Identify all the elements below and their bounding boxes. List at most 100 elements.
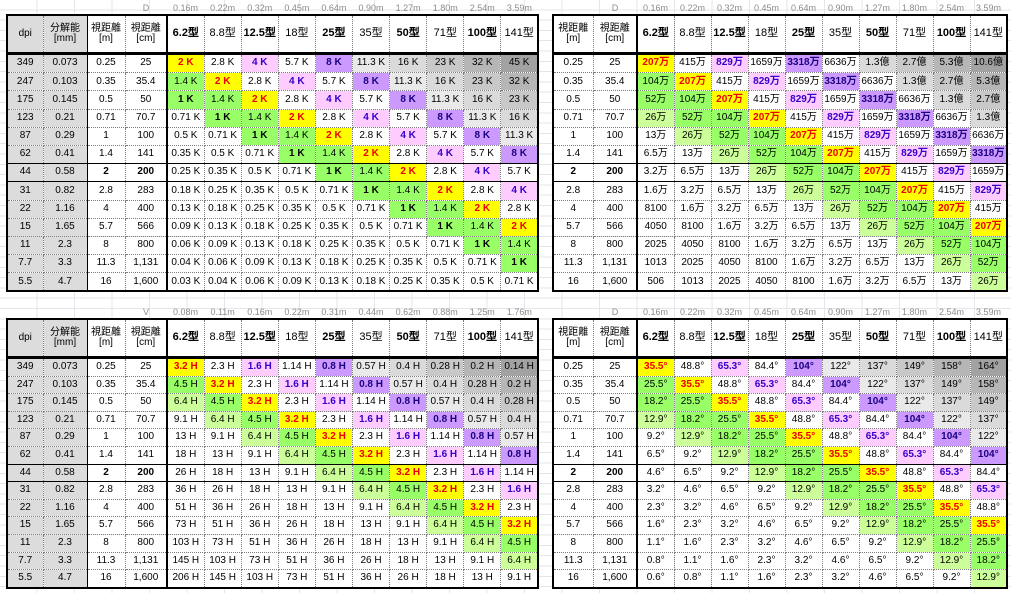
row-header-cell[interactable]: 25	[124, 357, 168, 377]
value-cell[interactable]: 13 H	[203, 445, 242, 465]
value-cell[interactable]: 35.5°	[747, 410, 786, 430]
row-header-col[interactable]: 視距離 [m]	[86, 14, 126, 55]
value-cell[interactable]: 0.57 H	[389, 375, 428, 395]
value-cell[interactable]: 145 H	[165, 551, 205, 571]
value-cell[interactable]: 415万	[858, 144, 897, 165]
value-cell[interactable]: 35.5°	[784, 428, 823, 447]
size-header[interactable]: 8.8型	[203, 14, 242, 55]
row-header-cell[interactable]: 0.145	[42, 90, 88, 110]
value-cell[interactable]: 3.2 H	[351, 445, 391, 465]
value-cell[interactable]: 25.5°	[858, 481, 897, 500]
value-cell[interactable]: 26万	[969, 272, 1008, 293]
value-cell[interactable]: 6.4 H	[389, 498, 428, 518]
value-cell[interactable]: 207万	[710, 90, 749, 110]
row-header-cell[interactable]: 4	[552, 498, 594, 518]
value-cell[interactable]: 1.3億	[895, 72, 934, 92]
row-header-cell[interactable]: 11.3	[86, 254, 126, 274]
size-header[interactable]: 71型	[895, 318, 934, 359]
value-cell[interactable]: 6.5万	[895, 272, 934, 293]
value-cell[interactable]: 4050	[747, 272, 786, 293]
value-cell[interactable]: 1 K	[277, 144, 316, 165]
value-cell[interactable]: 35.5°	[895, 481, 934, 500]
value-cell[interactable]: 122°	[858, 375, 897, 395]
value-cell[interactable]: 4.6°	[636, 463, 675, 483]
value-cell[interactable]: 6.5°	[821, 533, 860, 553]
value-cell[interactable]: 6.5°	[895, 569, 934, 589]
value-cell[interactable]: 9.1 H	[240, 445, 279, 465]
value-cell[interactable]: 26万	[784, 181, 823, 201]
value-cell[interactable]: 103 H	[165, 533, 205, 553]
value-cell[interactable]: 4.5 H	[463, 516, 502, 535]
value-cell[interactable]: 4 K	[463, 163, 502, 183]
value-cell[interactable]: 207万	[747, 108, 786, 128]
value-cell[interactable]: 4 K	[314, 90, 353, 110]
value-cell[interactable]: 2.7億	[895, 52, 934, 74]
value-cell[interactable]: 18.2°	[821, 481, 860, 500]
row-header-cell[interactable]: 2	[552, 463, 594, 483]
value-cell[interactable]: 0.5 K	[389, 235, 428, 256]
row-header-cell[interactable]: 0.82	[42, 181, 88, 201]
value-cell[interactable]: 3.2 H	[463, 498, 502, 518]
value-cell[interactable]: 6.5°	[673, 463, 712, 483]
row-header-cell[interactable]: 566	[124, 516, 168, 535]
value-cell[interactable]: 5.7 K	[389, 108, 428, 128]
value-cell[interactable]: 6636万	[895, 90, 934, 110]
value-cell[interactable]: 45 K	[500, 52, 539, 74]
value-cell[interactable]: 0.35 K	[240, 181, 279, 201]
value-cell[interactable]: 12.9°	[710, 445, 749, 465]
value-cell[interactable]: 415万	[895, 163, 934, 183]
value-cell[interactable]: 36 H	[314, 551, 353, 571]
value-cell[interactable]: 3.2万	[710, 199, 749, 219]
value-cell[interactable]: 4 K	[500, 181, 539, 201]
value-cell[interactable]: 1013	[673, 272, 712, 293]
size-header[interactable]: 12.5型	[240, 14, 279, 55]
value-cell[interactable]: 2.8 K	[203, 52, 242, 74]
value-cell[interactable]: 2.3 H	[203, 357, 242, 377]
value-cell[interactable]: 6.4 H	[240, 428, 279, 447]
value-cell[interactable]: 4.5 H	[351, 463, 391, 483]
value-cell[interactable]: 1 K	[351, 181, 391, 201]
value-cell[interactable]: 35.5°	[969, 516, 1008, 535]
value-cell[interactable]: 9.2°	[895, 551, 934, 571]
value-cell[interactable]: 84.4°	[784, 375, 823, 395]
value-cell[interactable]: 4.5 H	[240, 410, 279, 430]
value-cell[interactable]: 26 H	[314, 533, 353, 553]
value-cell[interactable]: 84.4°	[821, 393, 860, 412]
value-cell[interactable]: 829万	[710, 52, 749, 74]
value-cell[interactable]: 9.2°	[784, 498, 823, 518]
value-cell[interactable]: 0.71 K	[203, 126, 242, 146]
row-header-cell[interactable]: 25	[592, 357, 638, 377]
value-cell[interactable]: 73 H	[203, 533, 242, 553]
row-header-cell[interactable]: 0.5	[86, 90, 126, 110]
value-cell[interactable]: 1659万	[969, 163, 1008, 183]
value-cell[interactable]: 51 H	[240, 533, 279, 553]
value-cell[interactable]: 12.9°	[784, 481, 823, 500]
value-cell[interactable]: 26万	[636, 108, 675, 128]
value-cell[interactable]: 0.8 H	[463, 428, 502, 447]
value-cell[interactable]: 1.14 H	[277, 357, 316, 377]
value-cell[interactable]: 2.3 H	[351, 428, 391, 447]
row-header-col[interactable]: 視距離 [m]	[552, 14, 594, 55]
value-cell[interactable]: 48.8°	[932, 481, 971, 500]
value-cell[interactable]: 0.4 H	[426, 375, 465, 395]
value-cell[interactable]: 4 K	[240, 52, 279, 74]
value-cell[interactable]: 1.6°	[636, 516, 675, 535]
row-header-cell[interactable]: 0.35	[552, 72, 594, 92]
value-cell[interactable]: 3.2°	[747, 533, 786, 553]
value-cell[interactable]: 2 K	[389, 163, 428, 183]
value-cell[interactable]: 9.1 H	[463, 551, 502, 571]
value-cell[interactable]: 6.4 H	[314, 463, 353, 483]
value-cell[interactable]: 2.8 K	[426, 163, 465, 183]
row-header-cell[interactable]: 283	[592, 181, 638, 201]
row-header-cell[interactable]: 0.103	[42, 72, 88, 92]
value-cell[interactable]: 415万	[821, 126, 860, 146]
value-cell[interactable]: 36 H	[240, 516, 279, 535]
value-cell[interactable]: 0.28 H	[463, 375, 502, 395]
value-cell[interactable]: 0.25 K	[277, 217, 316, 237]
value-cell[interactable]: 8100	[636, 199, 675, 219]
value-cell[interactable]: 4.5 H	[389, 481, 428, 500]
value-cell[interactable]: 35.5°	[673, 375, 712, 395]
value-cell[interactable]: 26万	[895, 235, 934, 256]
value-cell[interactable]: 6.5°	[636, 445, 675, 465]
value-cell[interactable]: 18.2°	[710, 428, 749, 447]
